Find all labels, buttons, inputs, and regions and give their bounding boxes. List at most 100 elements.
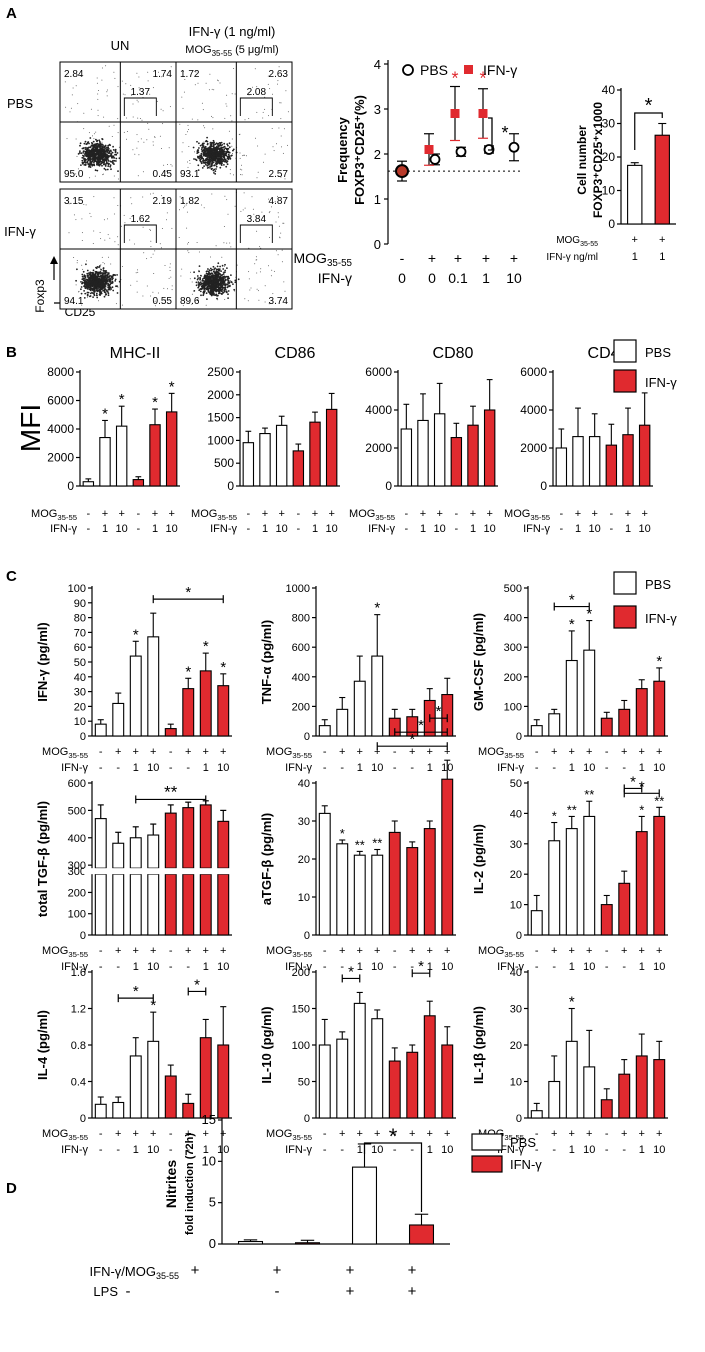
condition-lps: -	[126, 1283, 131, 1300]
legend-pbs-label: PBS	[420, 62, 448, 78]
flow-event	[89, 287, 92, 290]
flow-event	[122, 93, 124, 95]
flow-event	[143, 252, 145, 254]
flow-event	[143, 141, 145, 143]
flow-event	[166, 212, 168, 214]
bar	[259, 433, 271, 487]
flow-event	[281, 261, 283, 263]
condition-mog: +	[586, 945, 592, 957]
flow-event	[213, 141, 216, 144]
condition-ifn: -	[404, 523, 408, 535]
y-tick-label: 500	[68, 805, 86, 817]
flow-event	[112, 159, 114, 162]
flow-event	[81, 273, 84, 276]
condition-mog: +	[621, 746, 627, 758]
flow-event	[137, 271, 139, 273]
y-tick-label: 30	[602, 117, 616, 131]
flow-event	[105, 153, 107, 156]
condition-ifn: 1	[639, 762, 645, 774]
condition-mog: +	[639, 746, 645, 758]
flow-event	[94, 159, 97, 162]
flow-event	[163, 164, 165, 166]
condition-mog: +	[339, 945, 345, 957]
flow-event	[65, 106, 67, 108]
flow-event	[252, 86, 253, 88]
flow-event	[205, 149, 208, 152]
y-tick-label: 30	[74, 687, 86, 699]
flow-event	[101, 159, 104, 161]
flow-event	[87, 280, 90, 283]
condition-mog: +	[569, 746, 575, 758]
flow-event	[227, 213, 229, 215]
flow-event	[236, 264, 238, 266]
flow-event	[206, 142, 209, 145]
flow-event	[221, 151, 224, 154]
bar	[147, 1040, 160, 1119]
flow-event	[232, 153, 233, 154]
y-tick-label: 2	[374, 147, 381, 162]
flow-event	[229, 157, 232, 160]
flow-event	[90, 285, 92, 287]
flow-event	[215, 245, 217, 247]
flow-event	[281, 249, 283, 251]
flow-event	[107, 284, 109, 287]
flow-event	[81, 156, 84, 159]
flow-event	[85, 146, 87, 149]
flow-event	[211, 150, 214, 153]
flow-event	[201, 143, 204, 146]
flow-event	[205, 146, 207, 148]
flow-event	[83, 204, 85, 205]
bar	[182, 807, 195, 869]
flow-event	[85, 158, 87, 161]
flow-event	[108, 277, 111, 279]
condition-mog: +	[639, 945, 645, 957]
bar	[423, 1015, 436, 1119]
flow-event	[83, 281, 86, 283]
bar	[565, 1040, 578, 1119]
flow-event	[219, 166, 222, 169]
condition-mog: -	[99, 945, 103, 957]
bar	[388, 1060, 401, 1119]
significance-star: *	[479, 68, 486, 88]
flow-event	[104, 164, 107, 166]
flow-event	[201, 146, 204, 149]
flow-event	[202, 159, 205, 162]
bar	[417, 419, 429, 487]
legend-ifn-swatch	[613, 369, 637, 393]
y-tick-label: 0	[374, 237, 381, 252]
point-pbs	[455, 146, 467, 158]
bar	[318, 812, 331, 936]
flow-event	[278, 225, 280, 227]
condition-ifn: -	[136, 523, 140, 535]
flow-event	[89, 146, 92, 149]
condition-ifnmog: +	[408, 1262, 417, 1279]
flow-event	[220, 290, 223, 293]
flow-event	[93, 161, 95, 164]
condition-mog: -	[609, 508, 613, 520]
flow-event	[215, 286, 218, 289]
flow-event	[103, 271, 105, 273]
flow-event	[152, 253, 154, 255]
bar	[336, 708, 349, 737]
flow-event	[279, 299, 281, 301]
flow-event	[100, 287, 103, 290]
ifn-row-label: IFN-γ	[497, 961, 524, 973]
flow-event	[201, 167, 204, 169]
flow-event	[77, 103, 79, 105]
flow-event	[199, 154, 201, 156]
flow-event	[93, 289, 96, 291]
condition-mog: +	[220, 945, 226, 957]
flow-event	[95, 131, 97, 133]
flow-event	[226, 242, 228, 244]
condition-ifn: 10	[583, 1144, 595, 1156]
bar	[605, 444, 618, 487]
flow-event	[76, 262, 78, 264]
condition-ifn: 1	[357, 762, 363, 774]
condition-ifnmog: +	[273, 1262, 282, 1279]
flow-event	[199, 144, 202, 147]
flow-event	[202, 280, 204, 282]
flow-event	[130, 197, 132, 199]
flow-event	[88, 156, 91, 159]
